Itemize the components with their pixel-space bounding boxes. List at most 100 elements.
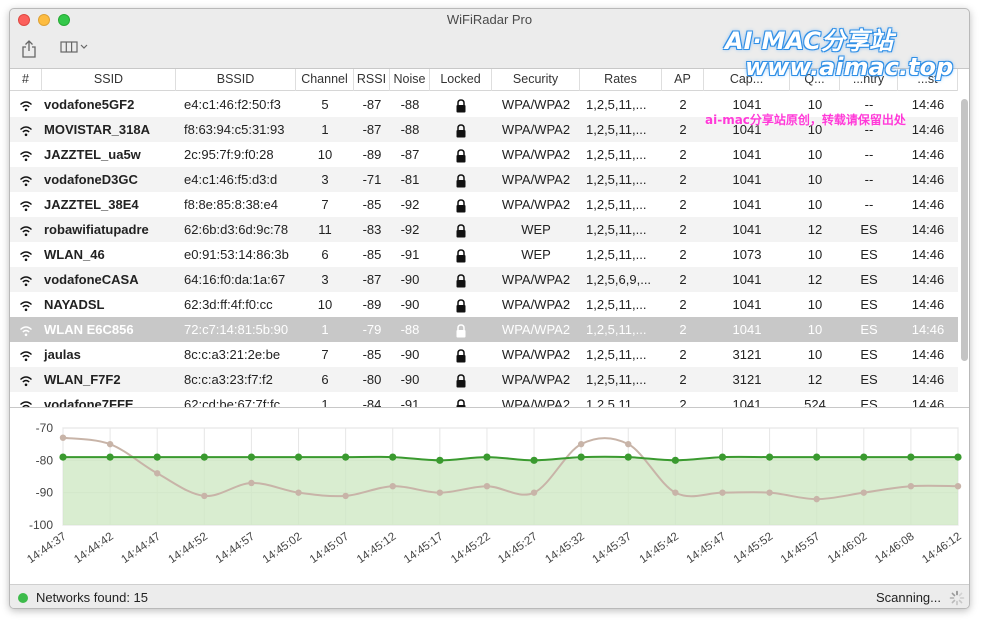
x-tick-label: 14:44:57: [214, 531, 258, 567]
spinner-icon: [949, 590, 965, 606]
cap-cell: 1041: [732, 397, 762, 407]
wifi-icon: [20, 175, 32, 186]
country-cell: ES: [860, 222, 878, 237]
country-cell: ES: [860, 247, 878, 262]
ap-cell: 2: [679, 347, 687, 362]
bssid-cell: f8:8e:85:8:38:e4: [184, 197, 278, 212]
title-bar: WiFiRadar Pro: [10, 9, 969, 31]
locked-cell: [430, 242, 492, 267]
table-row[interactable]: vodafoneD3GC e4:c1:46:f5:d3:d 3 -71 -81 WPA/W…: [10, 167, 958, 192]
column-header[interactable]: #: [10, 69, 42, 91]
ap-cell: 2: [679, 122, 687, 137]
data-point: [907, 453, 915, 461]
column-header[interactable]: Rates: [580, 69, 662, 91]
column-header[interactable]: Cap...: [704, 69, 790, 91]
wifi-icon: [20, 325, 32, 336]
column-header[interactable]: AP: [662, 69, 704, 91]
country-cell: --: [864, 147, 874, 162]
rates-cell: 1,2,5,11,...: [586, 247, 647, 262]
data-point: [483, 453, 491, 461]
zoom-window-button[interactable]: [58, 14, 70, 26]
table-header: # SSID BSSID Channel RSSI Noise Locked Security…: [10, 69, 958, 91]
last-cell: 14:46: [911, 122, 945, 137]
data-point: [766, 489, 773, 496]
scanning-label: Scanning...: [875, 590, 941, 605]
rssi-cell: -89: [362, 147, 382, 162]
country-cell: ES: [860, 372, 878, 387]
table-row[interactable]: WLAN_46 e0:91:53:14:86:3b 6 -85 -91 WEP 1,2,5,…: [10, 242, 958, 267]
country-cell: --: [864, 197, 874, 212]
q-cell: 10: [807, 347, 823, 362]
rssi-cell: -71: [362, 172, 382, 187]
x-tick-label: 14:44:37: [25, 531, 69, 567]
x-tick-label: 14:45:47: [685, 531, 729, 567]
rssi-cell: -87: [362, 97, 382, 112]
x-tick-label: 14:45:42: [638, 531, 682, 567]
last-cell: 14:46: [911, 172, 945, 187]
column-header[interactable]: Q...: [790, 69, 840, 91]
signal-cell: [10, 192, 42, 217]
q-cell: 10: [807, 172, 823, 187]
column-header[interactable]: RSSI: [354, 69, 390, 91]
locked-cell: [430, 142, 492, 167]
window-title: WiFiRadar Pro: [446, 12, 533, 27]
channel-cell: 1: [321, 322, 329, 337]
noise-cell: -91: [400, 397, 420, 407]
watermark-logo: AI·MAC分享站 www.aimac.top: [725, 28, 953, 80]
column-header[interactable]: ...ntry: [840, 69, 898, 91]
noise-cell: -88: [400, 97, 420, 112]
share-button[interactable]: [22, 40, 42, 60]
bssid-cell: 2c:95:7f:9:f0:28: [184, 147, 274, 162]
q-cell: 10: [807, 297, 823, 312]
table-row[interactable]: WLAN_F7F2 8c:c:a3:23:f7:f2 6 -80 -90 WPA/WPA2…: [10, 367, 958, 392]
x-tick-label: 14:45:22: [449, 531, 493, 567]
column-header[interactable]: Noise: [390, 69, 430, 91]
close-window-button[interactable]: [18, 14, 30, 26]
view-options-button[interactable]: [60, 40, 94, 60]
watermark-line2: www.aimac.top: [745, 53, 954, 81]
table-row[interactable]: JAZZTEL_38E4 f8:8e:85:8:38:e4 7 -85 -92 WPA/W…: [10, 192, 958, 217]
table-row[interactable]: vodafone5GF2 e4:c1:46:f2:50:f3 5 -87 -88 WPA/…: [10, 92, 958, 117]
series-line: [63, 455, 958, 462]
vertical-scrollbar[interactable]: [961, 99, 968, 361]
table-row[interactable]: MOVISTAR_318A f8:63:94:c5:31:93 1 -87 -88 WPA…: [10, 117, 958, 142]
data-point: [436, 456, 444, 464]
column-header[interactable]: Locked: [430, 69, 492, 91]
table-row[interactable]: robawifiatupadre 62:6b:d3:6d:9c:78 11 -83 -9…: [10, 217, 958, 242]
table-row[interactable]: vodafone7FFE 62:cd:be:67:7f:fc 1 -84 -91 WPA/…: [10, 392, 958, 407]
ssid-cell: vodafoneCASA: [44, 272, 139, 287]
column-header[interactable]: BSSID: [176, 69, 296, 91]
table-row[interactable]: jaulas 8c:c:a3:21:2e:be 7 -85 -90 WPA/WPA2 1,2…: [10, 342, 958, 367]
column-header[interactable]: Channel: [296, 69, 354, 91]
security-cell: WPA/WPA2: [501, 297, 571, 312]
last-cell: 14:46: [911, 247, 945, 262]
table-row[interactable]: vodafoneCASA 64:16:f0:da:1a:67 3 -87 -90 WPA/…: [10, 267, 958, 292]
country-cell: ES: [860, 397, 878, 407]
last-cell: 14:46: [911, 97, 945, 112]
x-tick-label: 14:45:37: [590, 531, 634, 567]
security-cell: WEP: [521, 222, 551, 237]
noise-cell: -88: [400, 122, 420, 137]
data-point: [625, 440, 632, 448]
rssi-cell: -84: [362, 397, 382, 407]
noise-cell: -90: [400, 347, 420, 362]
column-header[interactable]: Security: [492, 69, 580, 91]
table-row[interactable]: WLAN E6C856 72:c7:14:81:5b:90 1 -79 -88 WPA/W…: [10, 317, 958, 342]
table-row[interactable]: NAYADSL 62:3d:ff:4f:f0:cc 10 -89 -90 WPA/WPA2…: [10, 292, 958, 317]
column-header[interactable]: ...st: [898, 69, 958, 91]
networks-table: # SSID BSSID Channel RSSI Noise Locked Security…: [10, 69, 969, 407]
bssid-cell: e4:c1:46:f5:d3:d: [184, 172, 278, 187]
security-cell: WPA/WPA2: [501, 147, 571, 162]
rssi-cell: -85: [362, 247, 382, 262]
minimize-window-button[interactable]: [38, 14, 50, 26]
channel-cell: 6: [321, 247, 329, 262]
x-tick-label: 14:44:47: [119, 531, 163, 567]
column-header[interactable]: SSID: [42, 69, 176, 91]
locked-cell: [430, 167, 492, 192]
ssid-cell: robawifiatupadre: [44, 222, 149, 237]
table-row[interactable]: JAZZTEL_ua5w 2c:95:7f:9:f0:28 10 -89 -87 WPA/…: [10, 142, 958, 167]
ap-cell: 2: [679, 397, 687, 407]
lock-icon: [456, 273, 466, 288]
q-cell: 12: [807, 272, 823, 287]
ap-cell: 2: [679, 247, 687, 262]
